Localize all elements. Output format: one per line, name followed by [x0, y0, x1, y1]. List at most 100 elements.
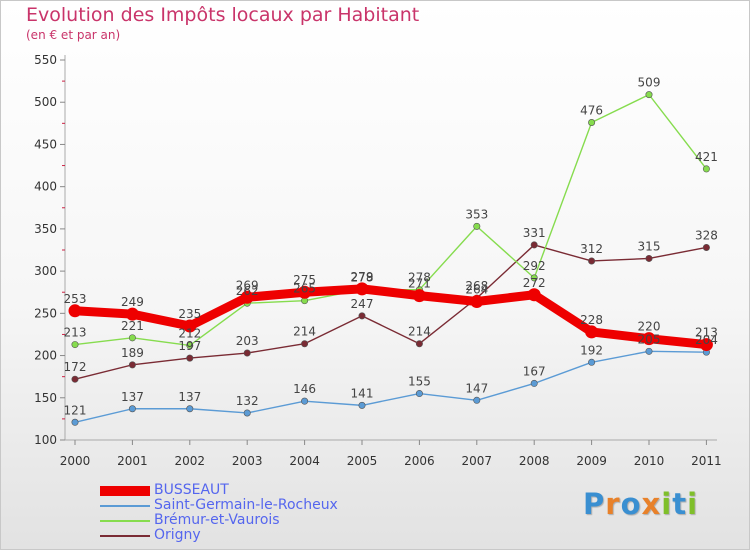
data-label: 265: [293, 282, 316, 296]
data-point: [699, 338, 713, 352]
legend-label: BUSSEAUT: [154, 482, 229, 498]
chart-title: Evolution des Impôts locaux par Habitant: [26, 4, 420, 26]
data-point: [68, 304, 82, 318]
data-label: 279: [351, 270, 374, 284]
x-tick-label: 2006: [404, 454, 435, 468]
data-point: [702, 165, 710, 173]
data-label: 268: [465, 279, 488, 293]
legend-item: Brémur-et-Vaurois: [100, 513, 338, 528]
data-label: 275: [293, 273, 316, 287]
data-point: [530, 241, 538, 249]
x-tick-label: 2010: [634, 454, 665, 468]
logo-letter: t: [672, 487, 688, 521]
data-point: [71, 418, 79, 426]
data-label: 155: [408, 375, 431, 389]
data-label: 421: [695, 150, 718, 164]
legend-item: Saint-Germain-le-Rocheux: [100, 498, 338, 513]
data-point: [473, 396, 481, 404]
data-label: 269: [236, 278, 259, 292]
data-label: 121: [64, 403, 87, 417]
chart-legend: BUSSEAUT Saint-Germain-le-Rocheux Brémur-e…: [100, 483, 338, 543]
series-br-mur-et-vaurois: [71, 91, 710, 349]
x-tick-label: 2001: [117, 454, 148, 468]
data-label: 205: [638, 332, 661, 346]
logo-letter: r: [605, 487, 621, 521]
data-label: 213: [695, 326, 718, 340]
data-label: 249: [121, 295, 144, 309]
legend-label: Saint-Germain-le-Rocheux: [154, 497, 338, 513]
x-tick-label: 2009: [576, 454, 607, 468]
y-tick-label: 150: [34, 391, 57, 405]
data-point: [702, 243, 710, 251]
y-tick-label: 400: [34, 180, 57, 194]
data-point: [243, 409, 251, 417]
y-tick-label: 450: [34, 137, 57, 151]
data-label: 192: [580, 343, 603, 357]
data-point: [530, 379, 538, 387]
x-tick-label: 2008: [519, 454, 550, 468]
data-label: 141: [351, 386, 374, 400]
data-label: 203: [236, 334, 259, 348]
legend-label: Origny: [154, 527, 201, 543]
data-point: [588, 358, 596, 366]
x-tick-label: 2005: [347, 454, 378, 468]
y-tick-label: 500: [34, 95, 57, 109]
data-label: 214: [408, 325, 431, 339]
data-point: [527, 288, 541, 302]
data-point: [183, 319, 197, 333]
data-label: 197: [178, 339, 201, 353]
data-label: 271: [408, 277, 431, 291]
y-tick-label: 200: [34, 349, 57, 363]
proxiti-logo[interactable]: Proxiti: [583, 487, 698, 521]
data-label: 204: [695, 333, 718, 347]
logo-letter: o: [620, 487, 642, 521]
data-point: [186, 405, 194, 413]
data-label: 278: [408, 271, 431, 285]
legend-item: BUSSEAUT: [100, 483, 338, 498]
data-point: [585, 325, 599, 339]
data-point: [588, 257, 596, 265]
x-tick-label: 2003: [232, 454, 263, 468]
data-label: 331: [523, 226, 546, 240]
data-point: [415, 390, 423, 398]
data-point: [128, 405, 136, 413]
data-point: [645, 91, 653, 99]
data-label: 353: [465, 207, 488, 221]
series-busseaut: [68, 282, 713, 352]
data-point: [298, 285, 312, 299]
data-point: [186, 341, 194, 349]
data-label: 147: [465, 381, 488, 395]
data-point: [186, 354, 194, 362]
data-point: [588, 118, 596, 126]
data-point: [71, 375, 79, 383]
data-label: 146: [293, 382, 316, 396]
data-label: 214: [293, 325, 316, 339]
data-label: 132: [236, 394, 259, 408]
data-label: 253: [64, 292, 87, 306]
y-tick-label: 300: [34, 264, 57, 278]
data-label: 137: [178, 390, 201, 404]
legend-label: Brémur-et-Vaurois: [154, 512, 280, 528]
x-tick-label: 2007: [462, 454, 493, 468]
data-label: 212: [178, 326, 201, 340]
y-tick-label: 350: [34, 222, 57, 236]
y-tick-label: 100: [34, 433, 57, 447]
data-point: [355, 282, 369, 296]
data-point: [301, 397, 309, 405]
data-label: 476: [580, 103, 603, 117]
data-label: 328: [695, 228, 718, 242]
legend-swatch: [100, 485, 150, 496]
legend-swatch: [100, 519, 150, 522]
data-label: 220: [638, 320, 661, 334]
logo-letter: P: [583, 487, 606, 521]
data-point: [473, 222, 481, 230]
logo-letter: x: [641, 487, 662, 521]
data-label: 235: [178, 307, 201, 321]
data-point: [412, 289, 426, 303]
data-label: 172: [64, 360, 87, 374]
data-point: [128, 334, 136, 342]
data-label: 312: [580, 242, 603, 256]
chart-subtitle: (en € et par an): [26, 28, 121, 42]
data-point: [415, 340, 423, 348]
